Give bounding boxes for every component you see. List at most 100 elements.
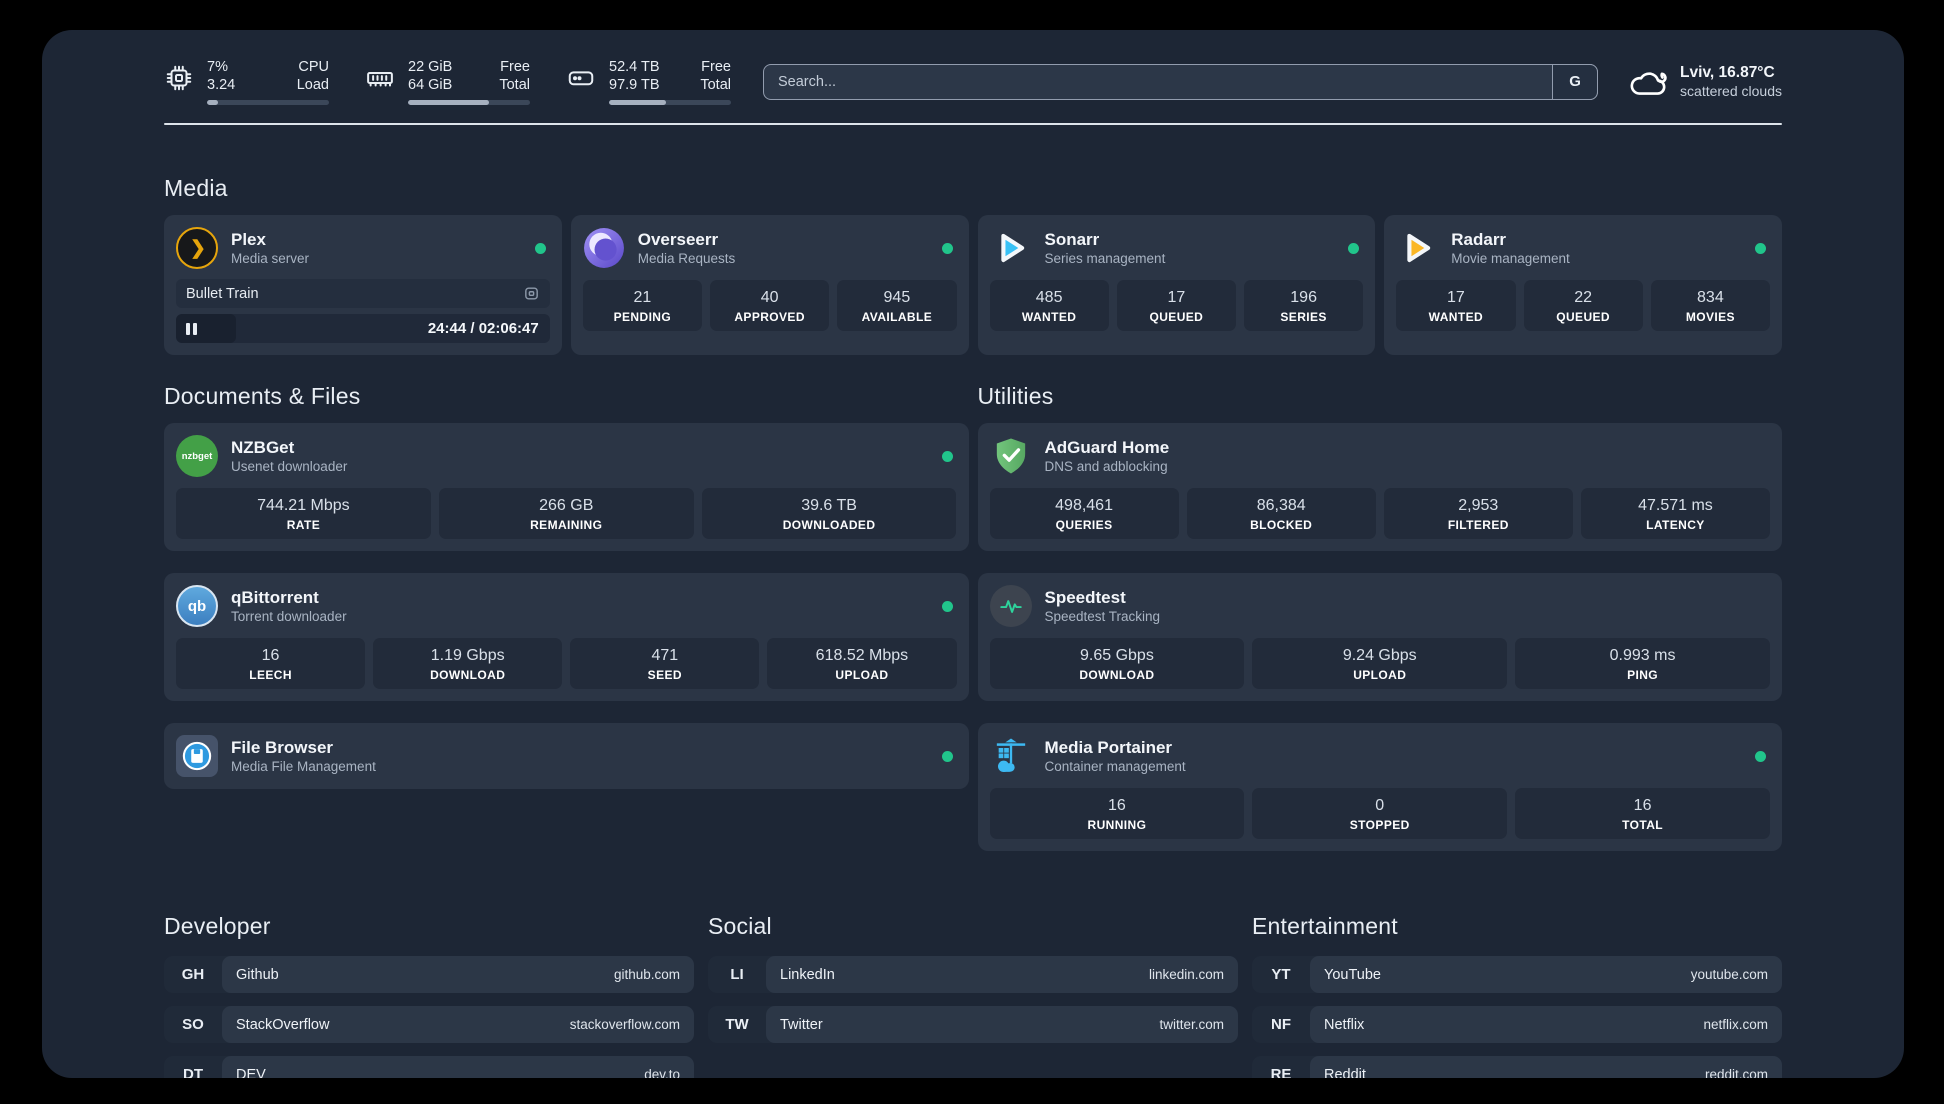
weather-location: Lviv, 16.87°C [1680,64,1775,81]
stat-value: 2,953 [1458,497,1499,514]
stat-tile: 945 AVAILABLE [837,280,957,331]
link-name: Twitter [780,1016,823,1033]
github-badge: GH [181,966,205,983]
stat-value: 22 [1574,289,1593,306]
stat-label: QUEUED [1149,310,1204,324]
stat-tile: 196 SERIES [1244,280,1364,331]
nzbget-subtitle: Usenet downloader [231,459,348,474]
stat-value: 744.21 Mbps [257,497,350,514]
stat-tile: 86,384 BLOCKED [1186,488,1376,539]
stat-tile: 17 QUEUED [1116,280,1236,331]
plex-player-bar: 24:44 / 02:06:47 [176,314,550,343]
plex-session-time: 24:44 / 02:06:47 [427,320,539,337]
cpu-icon [166,65,192,91]
stat-label: QUERIES [1055,518,1113,532]
plex-card[interactable]: ❯ Plex Media server Bullet Train 24:44 / [164,215,562,355]
radarr-card[interactable]: Radarr Movie management 17 WANTED 22 QUE… [1384,215,1782,355]
link-url: netflix.com [1703,1017,1768,1032]
portainer-subtitle: Container management [1044,759,1186,774]
entertainment-links-column: Entertainment YT YouTube youtube.com NF … [1252,913,1782,1078]
stat-label: PING [1627,668,1659,682]
sonarr-status-dot [1348,242,1360,254]
link-twitter[interactable]: TW Twitter twitter.com [708,1006,1238,1043]
stat-tile: 16 TOTAL [1515,788,1770,839]
stat-value: 485 [1035,289,1063,306]
overseerr-title: Overseerr [637,230,719,249]
link-github[interactable]: GH Github github.com [164,956,694,993]
stat-label: WANTED [1428,310,1484,324]
link-dev[interactable]: DT DEV dev.to [164,1056,694,1078]
storage-progress-fill [609,100,667,105]
stat-label: RATE [286,518,321,532]
system-stats: 7% 3.24 CPU Load [164,58,731,105]
stat-tile: 485 WANTED [989,280,1109,331]
stat-value: 471 [651,647,679,664]
stat-tile: 0.993 ms PING [1515,638,1770,689]
twitter-badge: TW [725,1016,749,1033]
nzbget-card[interactable]: nzbget NZBGet Usenet downloader 744.21 M… [164,423,969,551]
stat-tile: 498,461 QUERIES [989,488,1179,539]
plex-title: Plex [231,230,266,249]
overseerr-card[interactable]: Overseerr Media Requests 21 PENDING 40 A… [570,215,969,355]
storage-free-label: Free [701,59,731,75]
stat-label: RUNNING [1087,818,1147,832]
adguard-card[interactable]: AdGuard Home DNS and adblocking 498,461 … [977,423,1782,551]
search-engine-button[interactable]: G [1552,63,1599,100]
plex-session-row: Bullet Train [176,279,550,308]
filebrowser-subtitle: Media File Management [231,759,376,774]
search-input[interactable] [763,63,1599,100]
link-url: twitter.com [1159,1017,1224,1032]
storage-free-value: 52.4 TB [609,59,660,75]
stat-tile: 9.65 Gbps DOWNLOAD [989,638,1245,689]
topbar-divider [164,123,1782,125]
dashboard: 7% 3.24 CPU Load [42,30,1904,1078]
stat-value: 618.52 Mbps [815,647,909,664]
adguard-title: AdGuard Home [1044,438,1170,457]
stat-tile: 834 MOVIES [1650,280,1770,331]
link-name: Reddit [1324,1066,1366,1079]
documents-section-heading: Documents & Files [164,383,361,409]
linkedin-badge: LI [730,966,744,983]
stat-label: DOWNLOAD [430,668,506,682]
speedtest-logo-icon [989,585,1032,627]
memory-free-label: Free [500,59,530,75]
radarr-status-dot [1755,242,1766,254]
speedtest-card[interactable]: Speedtest Speedtest Tracking 9.65 Gbps D… [977,573,1782,701]
memory-free-value: 22 GiB [408,59,453,75]
cpu-load-value: 3.24 [207,77,236,93]
stat-value: 17 [1446,289,1465,306]
stat-value: 0 [1375,797,1385,814]
developer-links-column: Developer GH Github github.com SO StackO… [164,913,694,1078]
storage-total-value: 97.9 TB [609,77,660,93]
link-linkedin[interactable]: LI LinkedIn linkedin.com [708,956,1238,993]
cpu-progress-fill [207,100,218,105]
link-youtube[interactable]: YT YouTube youtube.com [1252,956,1782,993]
weather-condition: scattered clouds [1680,83,1782,99]
stat-label: PENDING [613,310,672,324]
cpu-load-label: Load [296,77,329,93]
link-url: dev.to [644,1067,680,1078]
portainer-card[interactable]: Media Portainer Container management 16 … [977,723,1782,851]
plex-status-dot [534,242,546,254]
stat-value: 47.571 ms [1638,497,1713,514]
stat-label: UPLOAD [1353,668,1407,682]
stat-tile: 47.571 ms LATENCY [1580,488,1770,539]
link-netflix[interactable]: NF Netflix netflix.com [1252,1006,1782,1043]
portainer-title: Media Portainer [1044,738,1173,757]
stat-value: 16 [1633,797,1652,814]
disk-icon [568,71,594,86]
filebrowser-card[interactable]: File Browser Media File Management [164,723,969,789]
qbittorrent-logo-icon: qb [176,585,218,627]
sonarr-subtitle: Series management [1044,251,1166,266]
qbittorrent-card[interactable]: qb qBittorrent Torrent downloader 16 LEE… [164,573,969,701]
stat-value: 1.19 Gbps [430,647,505,664]
stat-value: 834 [1697,289,1724,306]
ram-icon [367,72,393,87]
radarr-title: Radarr [1451,230,1507,249]
link-reddit[interactable]: RE Reddit reddit.com [1252,1056,1782,1078]
link-name: StackOverflow [236,1016,330,1033]
link-stackoverflow[interactable]: SO StackOverflow stackoverflow.com [164,1006,694,1043]
nzbget-logo-icon: nzbget [176,435,218,477]
stat-tile: 16 RUNNING [989,788,1245,839]
sonarr-card[interactable]: Sonarr Series management 485 WANTED 17 Q… [977,215,1376,355]
